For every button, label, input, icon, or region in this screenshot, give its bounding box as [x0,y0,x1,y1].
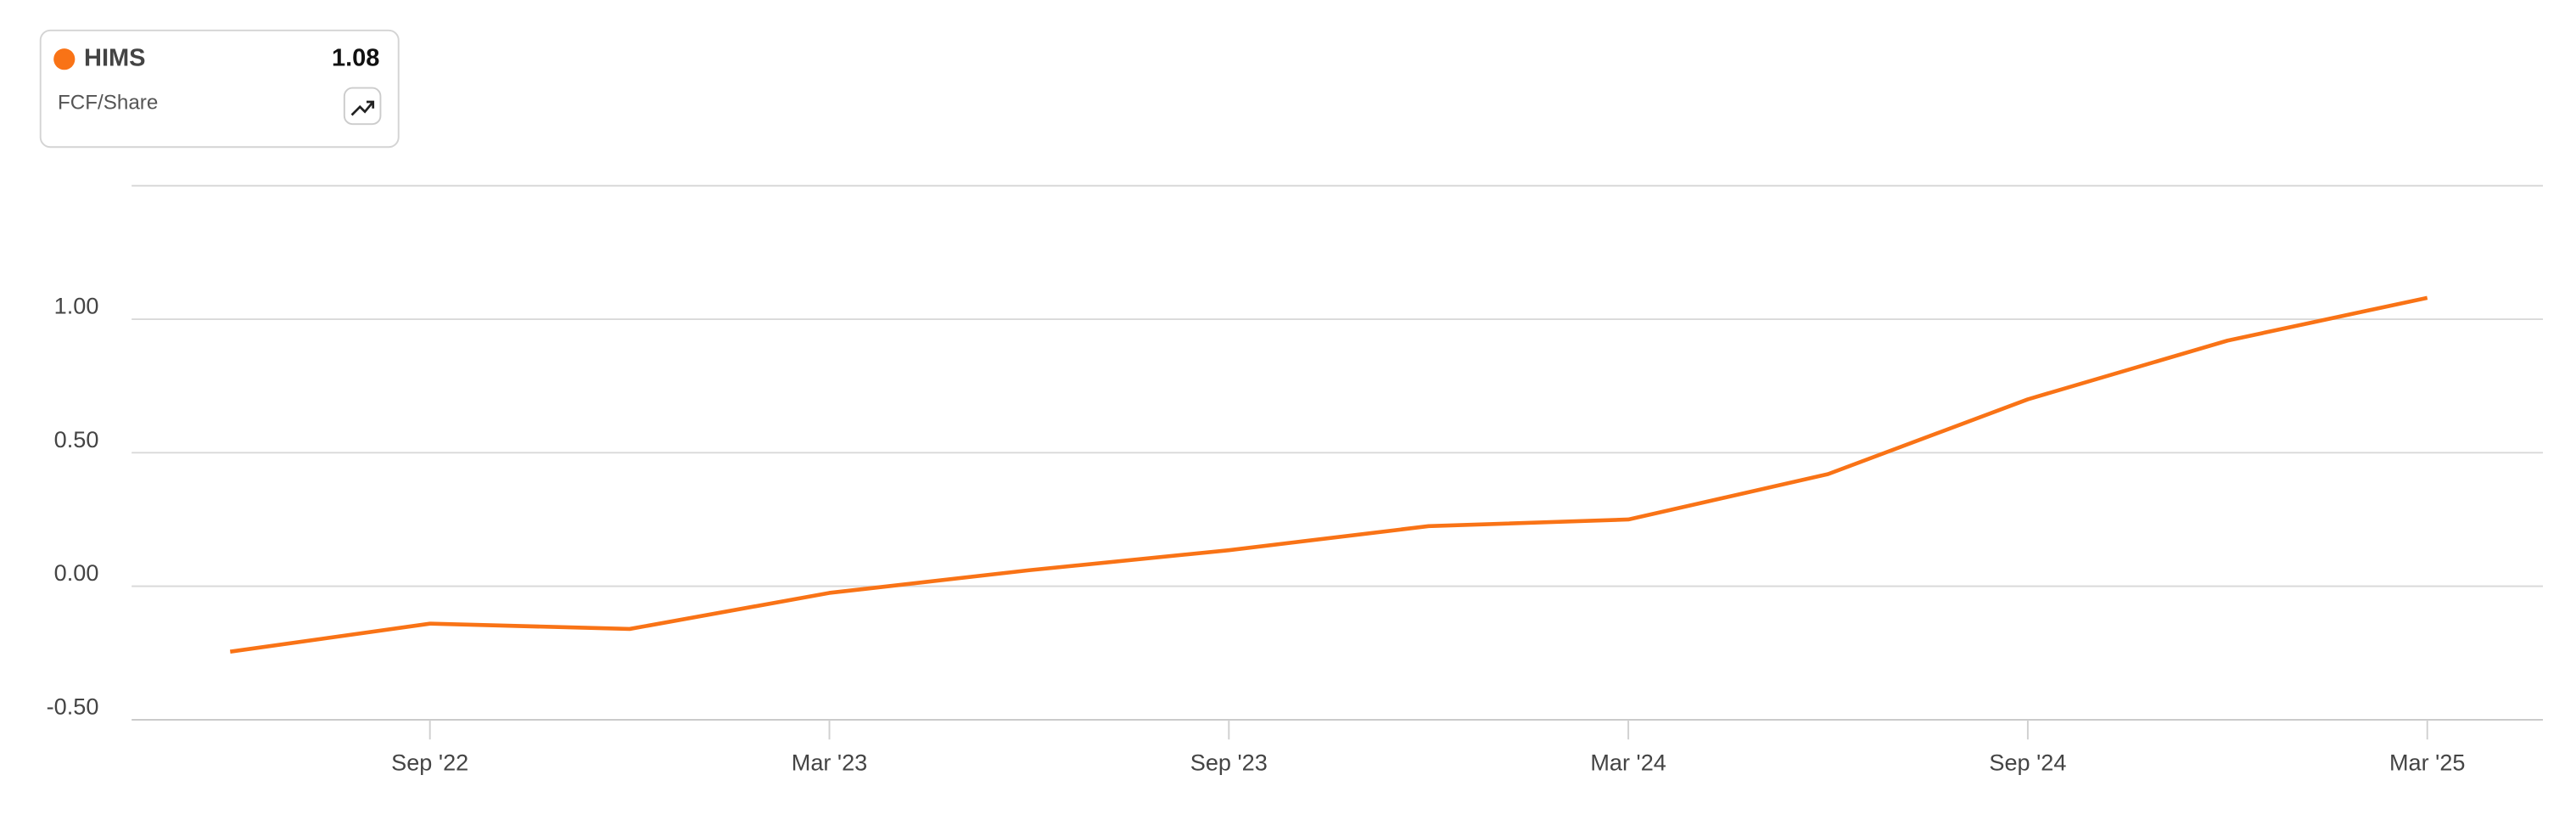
x-tick-label: Mar '25 [2389,749,2466,775]
y-tick-label: 0.00 [54,559,99,586]
legend-box [39,29,400,149]
x-tick-label: Mar '24 [1590,749,1666,775]
trend-icon [350,100,375,116]
x-tick-label: Sep '22 [391,749,468,775]
data-line [229,295,2428,654]
y-tick-label: 0.50 [54,426,99,452]
y-tick-label: 1.00 [54,293,99,319]
legend-swatch [53,48,76,70]
metric-label: FCF/Share [58,91,158,114]
legend-label: HIMS [84,44,146,71]
legend-card: HIMS 1.08 FCF/Share [39,29,400,149]
y-tick-label: -0.50 [47,694,99,720]
chart-type-button[interactable] [343,87,382,126]
legend-value: 1.08 [332,44,379,71]
x-tick-label: Sep '23 [1190,749,1268,775]
x-tick-label: Mar '23 [792,749,867,775]
x-tick-label: Sep '24 [1989,749,2066,775]
